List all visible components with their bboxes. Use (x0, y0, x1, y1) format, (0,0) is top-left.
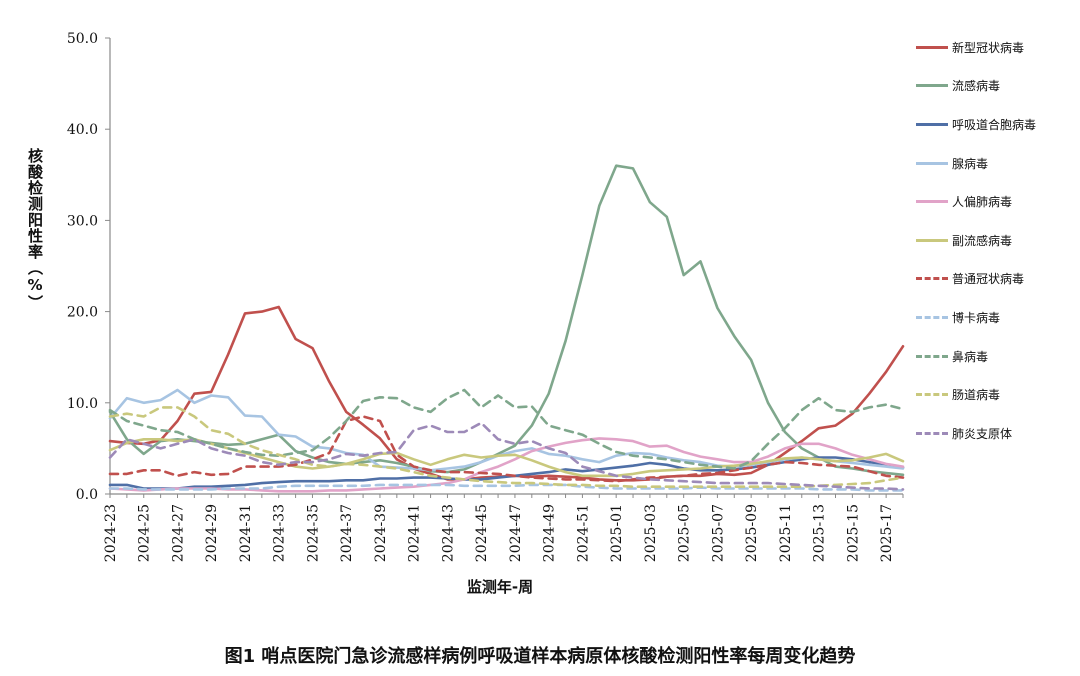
x-tick-label: 2024-23 (103, 504, 119, 562)
legend-item: 肺炎支原体 (916, 414, 1076, 453)
legend-item: 流感病毒 (916, 67, 1076, 106)
x-tick-label: 2024-25 (137, 504, 153, 562)
legend-label: 肺炎支原体 (952, 426, 1013, 441)
legend: 新型冠状病毒 流感病毒呼吸道合胞病毒 腺病毒人偏肺病毒副流感病毒普通冠状病毒 博卡病毒… (916, 28, 1076, 453)
legend-swatch (916, 315, 948, 319)
legend-label: 人偏肺病毒 (952, 195, 1013, 210)
legend-item: 普通冠状病毒 (916, 260, 1076, 299)
x-tick-label: 2025-13 (812, 504, 828, 562)
legend-label: 博卡病毒 (952, 310, 1001, 325)
legend-item: 呼吸道合胞病毒 (916, 105, 1076, 144)
x-tick-label: 2024-51 (575, 504, 591, 562)
legend-swatch (916, 277, 948, 281)
legend-swatch (916, 238, 948, 242)
legend-label: 普通冠状病毒 (952, 272, 1025, 287)
legend-label: 肠道病毒 (952, 388, 1001, 403)
y-tick-label: 40.0 (67, 122, 98, 138)
series-line-8 (108, 483, 905, 492)
x-tick-label: 2024-27 (170, 504, 186, 562)
legend-label: 流感病毒 (952, 79, 1001, 94)
x-tick-label: 2025-09 (744, 504, 760, 562)
x-tick-label: 2024-29 (204, 504, 220, 562)
x-tick-label: 2024-47 (508, 504, 524, 562)
x-axis-label: 监测年-周 (466, 578, 534, 596)
y-axis-label: 核酸检测阳性率（%） (26, 148, 44, 311)
x-tick-label: 2024-31 (238, 504, 254, 562)
x-tick-label: 2024-41 (407, 504, 423, 562)
x-tick-label: 2024-39 (373, 504, 389, 562)
x-tick-label: 2025-11 (778, 504, 794, 562)
x-tick-label: 2024-35 (305, 504, 321, 562)
x-tick-label: 2025-03 (643, 504, 659, 562)
x-tick-label: 2025-17 (879, 504, 895, 562)
legend-swatch (916, 431, 948, 435)
legend-item: 肠道病毒 (916, 375, 1076, 414)
legend-item: 腺病毒 (916, 144, 1076, 183)
legend-item: 人偏肺病毒 (916, 182, 1076, 221)
x-tick-label: 2024-49 (542, 504, 558, 562)
legend-swatch (916, 84, 948, 88)
series-line-2 (108, 164, 905, 477)
y-tick-label: 50.0 (67, 31, 98, 47)
series-line-10 (108, 406, 905, 489)
x-tick-label: 2024-45 (474, 504, 490, 562)
legend-item: 新型冠状病毒 (916, 28, 1076, 67)
x-tick-label: 2025-15 (845, 504, 861, 562)
figure-caption: 图1 哨点医院门急诊流感样病例呼吸道样本病原体核酸检测阳性率每周变化趋势 (224, 646, 856, 667)
x-tick-label: 2024-43 (440, 504, 456, 562)
legend-label: 呼吸道合胞病毒 (952, 117, 1037, 132)
legend-label: 新型冠状病毒 (952, 40, 1025, 55)
x-tick-label: 2025-07 (710, 504, 726, 562)
legend-swatch (916, 45, 948, 49)
series-line-7 (108, 415, 905, 483)
x-tick-label: 2025-05 (677, 504, 693, 562)
legend-item: 副流感病毒 (916, 221, 1076, 260)
legend-swatch (916, 122, 948, 126)
x-tick-label: 2024-37 (339, 504, 355, 562)
legend-label: 副流感病毒 (952, 233, 1013, 248)
legend-swatch (916, 393, 948, 397)
legend-label: 鼻病毒 (952, 349, 989, 364)
legend-label: 腺病毒 (952, 156, 989, 171)
y-tick-label: 20.0 (67, 305, 98, 321)
y-tick-label: 0.0 (76, 487, 98, 503)
x-tick-label: 2024-33 (272, 504, 288, 562)
legend-item: 鼻病毒 (916, 337, 1076, 376)
y-tick-label: 10.0 (67, 396, 98, 412)
legend-swatch (916, 200, 948, 204)
legend-swatch (916, 161, 948, 165)
x-tick-label: 2025-01 (609, 504, 625, 562)
legend-swatch (916, 354, 948, 358)
y-tick-label: 30.0 (67, 213, 98, 229)
series-line-9 (108, 388, 905, 470)
series-line-11 (108, 421, 905, 491)
legend-item: 博卡病毒 (916, 298, 1076, 337)
